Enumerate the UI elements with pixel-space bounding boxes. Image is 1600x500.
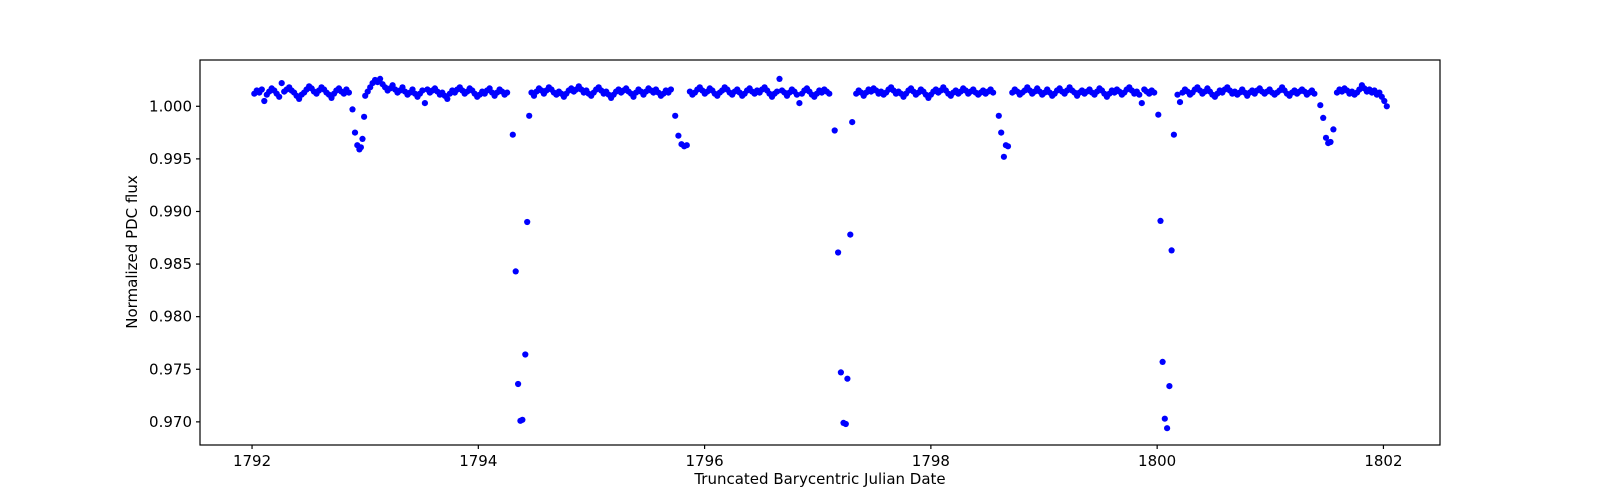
data-point — [351, 129, 359, 136]
data-point — [847, 231, 854, 238]
axes-frame — [199, 59, 1441, 446]
data-point — [1161, 415, 1168, 422]
x-tick-label: 1792 — [233, 452, 271, 470]
data-point — [278, 80, 285, 87]
data-point — [1317, 102, 1324, 109]
data-point — [995, 112, 1002, 119]
y-axis-label: Normalized PDC flux — [123, 175, 141, 329]
data-point — [998, 129, 1005, 136]
data-point — [831, 127, 838, 134]
data-point — [526, 112, 533, 119]
data-point — [683, 142, 690, 149]
data-point — [990, 89, 997, 96]
data-point — [1322, 134, 1330, 141]
data-point — [1381, 97, 1388, 105]
data-point — [276, 93, 283, 100]
data-point — [1168, 247, 1175, 254]
data-point — [844, 375, 851, 382]
axis-ticks — [196, 105, 1385, 449]
y-tick-label: 1.000 — [149, 97, 192, 115]
data-point — [1157, 217, 1164, 224]
data-point — [1138, 100, 1145, 107]
data-point — [509, 131, 516, 138]
data-point — [377, 75, 384, 82]
data-point — [773, 88, 781, 95]
data-point — [261, 97, 268, 105]
x-tick-label: 1800 — [1138, 452, 1176, 470]
data-point — [1136, 91, 1143, 98]
data-point — [1174, 91, 1181, 98]
data-point — [849, 119, 856, 126]
data-point — [357, 144, 364, 151]
data-point — [519, 416, 526, 423]
data-point — [419, 87, 426, 94]
y-tick-label: 0.975 — [149, 360, 192, 378]
x-tick-label: 1796 — [686, 452, 724, 470]
data-point — [1159, 358, 1166, 365]
y-tick-label: 0.970 — [149, 413, 192, 431]
data-point — [1151, 89, 1158, 96]
data-point — [1330, 126, 1337, 133]
data-point — [444, 95, 451, 102]
data-point — [835, 249, 842, 256]
data-point — [837, 369, 845, 376]
data-point — [1320, 114, 1327, 121]
data-point — [421, 100, 428, 107]
data-point — [524, 218, 531, 226]
data-point — [796, 100, 803, 107]
data-point — [1164, 425, 1171, 432]
data-point — [1166, 383, 1173, 390]
tick-labels: 1792 1794 1796 1798 1800 1802 1.000 0.995 0.990 0… — [149, 97, 1402, 470]
data-point — [522, 351, 529, 358]
data-point — [793, 91, 801, 98]
data-point — [1176, 99, 1184, 106]
data-point — [345, 89, 352, 96]
data-point — [1000, 153, 1008, 160]
y-tick-label: 0.985 — [149, 255, 192, 273]
data-point — [1383, 103, 1390, 110]
data-points — [251, 75, 1390, 432]
x-axis-label: Truncated Barycentric Julian Date — [693, 470, 945, 488]
data-point — [667, 86, 675, 93]
data-point — [512, 268, 519, 275]
x-tick-label: 1798 — [912, 452, 950, 470]
data-point — [359, 135, 366, 142]
data-point — [675, 132, 682, 139]
data-point — [1311, 90, 1318, 97]
data-point — [842, 420, 849, 428]
data-point — [349, 106, 356, 113]
data-point — [1170, 131, 1177, 138]
data-point — [258, 86, 265, 93]
y-tick-label: 0.995 — [149, 150, 192, 168]
x-tick-label: 1802 — [1364, 452, 1402, 470]
data-point — [515, 380, 522, 388]
y-tick-label: 0.990 — [149, 202, 192, 220]
data-point — [826, 90, 833, 97]
data-point — [1004, 143, 1012, 150]
data-point — [672, 112, 679, 119]
y-tick-label: 0.980 — [149, 308, 192, 326]
data-point — [1155, 111, 1162, 118]
x-tick-label: 1794 — [459, 452, 497, 470]
data-point — [504, 89, 511, 96]
data-point — [776, 75, 783, 82]
data-point — [1327, 138, 1334, 146]
data-point — [361, 113, 368, 120]
